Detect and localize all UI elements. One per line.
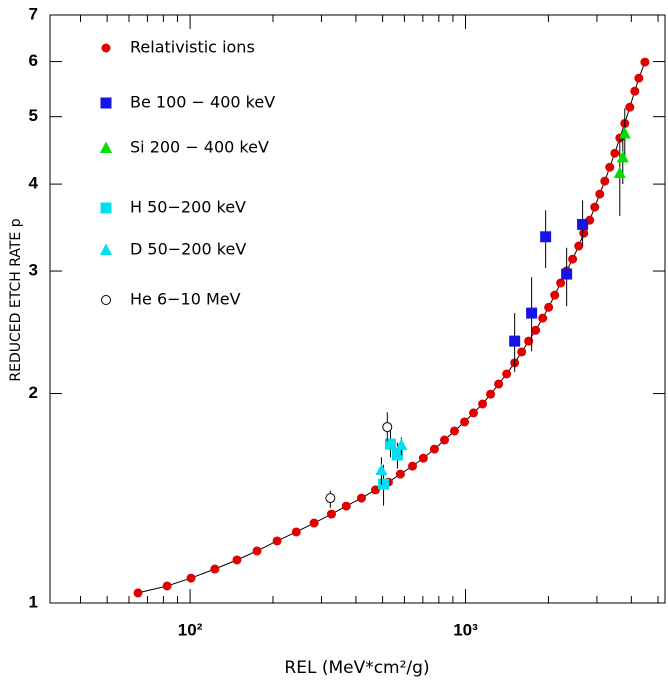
data-point [478, 399, 488, 409]
data-point [634, 73, 644, 83]
data-point [640, 57, 650, 67]
data-point [630, 86, 640, 96]
y-tick-label: 2 [29, 383, 38, 402]
data-point [568, 254, 578, 264]
y-tick-label: 7 [29, 4, 38, 23]
data-point [517, 347, 527, 357]
data-point [600, 176, 610, 186]
data-point [395, 438, 408, 450]
data-point [232, 555, 242, 565]
data-point [356, 493, 366, 503]
legend-label: Si 200 − 400 keV [130, 138, 269, 157]
data-point [391, 449, 403, 461]
data-point [544, 302, 554, 312]
data-point [326, 509, 336, 519]
data-point [509, 335, 521, 347]
data-point [524, 336, 534, 346]
data-point [384, 438, 396, 450]
data-point [618, 126, 631, 139]
data-point [494, 379, 504, 389]
y-axis-label: REDUCED ETCH RATE p [8, 218, 24, 381]
x-tick-label: 10³ [453, 620, 478, 639]
data-point [579, 228, 589, 238]
data-point [370, 485, 380, 495]
data-point [408, 461, 418, 471]
data-point [395, 469, 405, 479]
data-point [133, 588, 143, 598]
data-point [252, 546, 262, 556]
data-point [577, 218, 589, 230]
data-point [291, 527, 301, 537]
y-tick-label: 4 [29, 174, 39, 193]
data-point [502, 369, 512, 379]
data-point [538, 313, 548, 323]
data-point [540, 231, 552, 243]
data-point [375, 463, 388, 476]
data-point [486, 389, 496, 399]
data-point [162, 581, 172, 591]
data-point [590, 202, 600, 212]
legend-label: Relativistic ions [130, 38, 255, 57]
data-point [610, 148, 620, 158]
data-point [429, 444, 439, 454]
legend-marker [100, 141, 112, 153]
data-point [526, 307, 538, 319]
x-tick-label: 10² [178, 620, 203, 639]
data-point [625, 102, 635, 112]
y-tick-label: 6 [29, 51, 38, 70]
y-tick-label: 5 [29, 106, 38, 125]
data-point [418, 453, 428, 463]
legend-label: He 6−10 MeV [130, 290, 241, 309]
data-point [550, 290, 560, 300]
data-point [449, 426, 459, 436]
data-point [440, 435, 450, 445]
data-point [382, 422, 393, 433]
data-point [341, 501, 351, 511]
data-point [468, 408, 478, 418]
legend-marker [100, 97, 112, 109]
data-point [186, 573, 196, 583]
data-point [531, 325, 541, 335]
legend-label: H 50−200 keV [130, 198, 246, 217]
data-point [616, 150, 629, 163]
data-point [605, 162, 615, 172]
legend-marker [100, 243, 112, 255]
data-point [561, 268, 573, 280]
legend-label: Be 100 − 400 keV [130, 93, 275, 112]
plot-frame [49, 14, 666, 604]
y-tick-label: 3 [29, 261, 38, 280]
data-point [460, 417, 470, 427]
data-point [309, 518, 319, 528]
data-point [574, 241, 584, 251]
data-point [595, 189, 605, 199]
legend-marker [101, 295, 111, 305]
data-point [556, 278, 566, 288]
y-tick-label: 1 [29, 592, 38, 611]
legend-label: D 50−200 keV [130, 240, 246, 259]
data-point [272, 536, 282, 546]
data-point [613, 166, 626, 178]
data-point [325, 493, 336, 504]
data-point [378, 478, 390, 490]
legend-marker [101, 43, 111, 53]
x-axis-label: REL (MeV*cm²/g) [284, 658, 429, 678]
legend-marker [100, 202, 112, 214]
data-point [210, 564, 220, 574]
